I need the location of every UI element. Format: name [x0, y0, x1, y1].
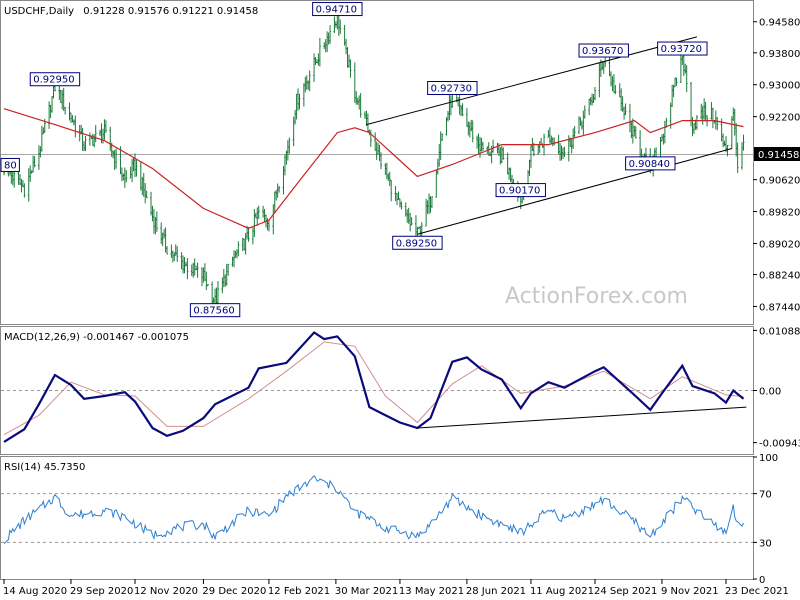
rsi-panel-frame	[0, 456, 754, 580]
swing-label-box	[625, 156, 676, 171]
chart-title: USDCHF,Daily 0.91228 0.91576 0.91221 0.9…	[4, 6, 258, 17]
swing-label-box	[189, 303, 241, 318]
price-annotations: 0.92950 0.94710 0.87560 0.92730 0.89250 0.901…	[0, 2, 708, 318]
macd-lines	[1, 331, 753, 443]
macd-axis: 0.010887 0.00 -0.009437	[753, 326, 800, 450]
rsi-line	[3, 475, 744, 544]
x-tick-label: 9 Nov 2021	[661, 586, 719, 597]
x-tick-label: 14 Aug 2020	[3, 586, 67, 597]
x-tick-label: 11 Aug 2021	[530, 586, 594, 597]
y-tick-label: 0.90620	[759, 176, 800, 187]
y-tick-label: 0.89820	[759, 208, 800, 219]
y-tick-label: 0.94580	[759, 18, 800, 29]
current-price-tag-bg	[754, 147, 800, 161]
y-tick-label: 70	[759, 490, 772, 501]
chart-title-ohlc: 0.91228 0.91576 0.91221 0.91458	[83, 6, 258, 17]
rsi-title: RSI(14) 45.7350	[4, 462, 85, 473]
macd-line	[3, 331, 745, 443]
channel-trendline	[366, 36, 698, 126]
x-tick-label: 30 Mar 2021	[335, 586, 398, 597]
y-tick-label: 0.00	[759, 387, 781, 398]
y-tick-label: 0.89020	[759, 239, 800, 250]
macd-trendline	[417, 406, 747, 429]
macd-title: MACD(12,26,9) -0.001467 -0.001075	[4, 332, 189, 343]
swing-label-box	[312, 2, 363, 17]
y-tick-label: 0.88240	[759, 271, 800, 282]
swing-label: 0.87560	[193, 306, 234, 317]
swing-label: 0.93670	[582, 46, 623, 57]
y-tick-label: 0.92200	[759, 113, 800, 124]
candles	[3, 9, 745, 310]
swing-label: 0.90840	[629, 159, 670, 170]
y-tick-label: 0	[759, 575, 765, 586]
macd-panel: 0.010887 0.00 -0.009437 MACD(12,26,9) -0.0…	[0, 326, 800, 455]
x-tick-label: 23 Dec 2021	[725, 586, 789, 597]
swing-label-box	[427, 81, 478, 96]
swing-label-box	[578, 43, 629, 58]
x-tick-label: 24 Sep 2021	[594, 586, 657, 597]
watermark: ActionForex.com	[505, 284, 688, 309]
swing-label: 80	[4, 160, 17, 171]
y-tick-label: 30	[759, 538, 772, 549]
swing-label-box	[657, 41, 708, 56]
macd-panel-frame	[0, 326, 754, 455]
x-tick-label: 29 Dec 2020	[202, 586, 266, 597]
swing-label: 0.93720	[661, 44, 702, 55]
rsi-axis: 100 70 30 0	[753, 453, 778, 586]
price-panel: ActionForex.com 0.945800.938000.930000.9…	[0, 0, 800, 325]
swing-label: 0.92730	[431, 84, 472, 95]
y-tick-label: 0.010887	[759, 326, 800, 337]
rsi-panel: 100 70 30 0 RSI(14) 45.7350	[0, 453, 778, 586]
swing-label-box	[29, 72, 81, 87]
swing-label: 0.94710	[316, 5, 357, 16]
x-tick-label: 12 Feb 2021	[268, 586, 330, 597]
price-overlays	[3, 36, 744, 235]
rsi-lines	[1, 475, 753, 544]
swing-label: 0.89250	[396, 238, 437, 249]
swing-label-box	[0, 157, 20, 172]
date-axis: 14 Aug 2020 29 Sep 2020 12 Nov 2020 29 Dec …	[3, 579, 789, 597]
y-tick-label: -0.009437	[759, 439, 800, 450]
swing-label: 0.90170	[499, 186, 540, 197]
chart-title-symbol: USDCHF,Daily	[4, 6, 74, 17]
price-axis: 0.94580 0.93800 0.93000 0.92200 0.90620 0.898…	[753, 18, 800, 313]
macd-signal-line	[3, 341, 744, 436]
channel-trendline	[417, 148, 732, 235]
y-tick-label: 0.87440	[759, 302, 800, 313]
y-tick-label: 100	[759, 453, 778, 464]
x-tick-label: 28 Jun 2021	[466, 586, 526, 597]
x-tick-label: 12 Nov 2020	[134, 586, 198, 597]
x-tick-label: 13 May 2021	[399, 586, 464, 597]
moving-average-line	[3, 108, 744, 229]
swing-label-box	[495, 183, 546, 198]
y-tick-label: 0.93000	[759, 81, 800, 92]
y-tick-label: 0.93800	[759, 49, 800, 60]
swing-label: 0.92950	[33, 75, 74, 86]
current-price-tag: 0.91458	[758, 150, 799, 161]
x-tick-label: 29 Sep 2020	[70, 586, 133, 597]
swing-label-box	[392, 235, 443, 250]
